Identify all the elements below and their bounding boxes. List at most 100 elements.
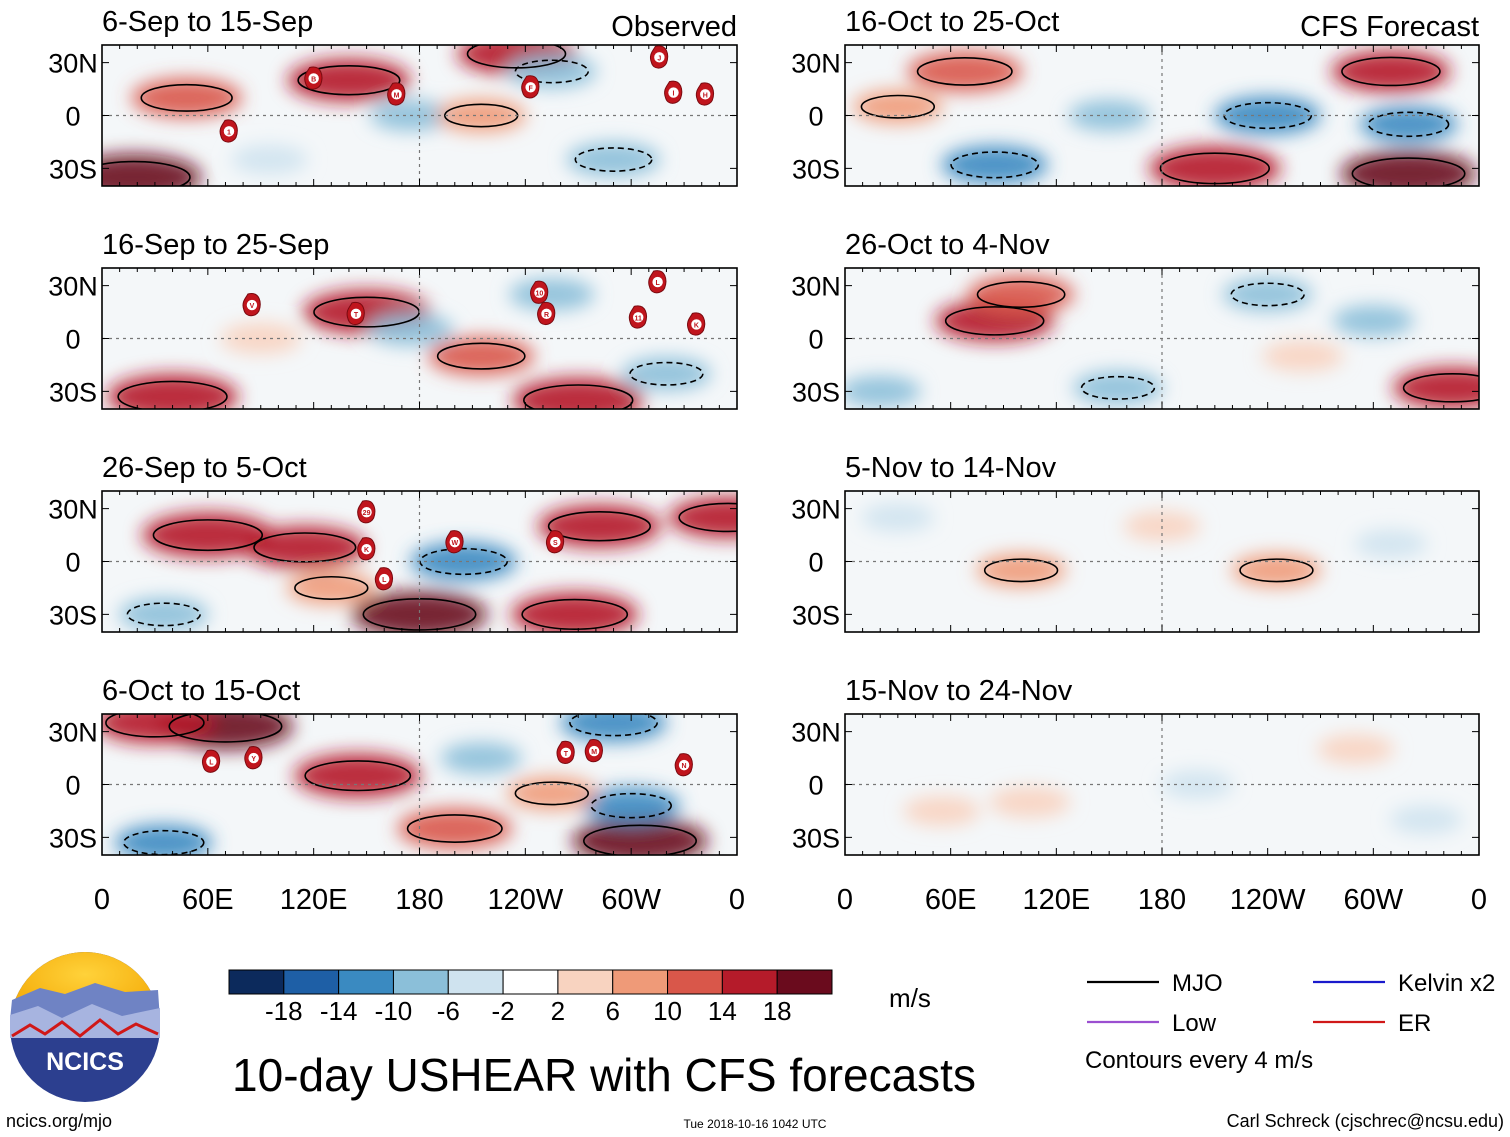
panel-title: 16-Oct to 25-Oct xyxy=(845,6,1059,38)
colorbar-swatch xyxy=(338,969,394,995)
storm-label: 29 xyxy=(363,510,371,517)
legend-label: ER xyxy=(1398,1010,1431,1037)
storm-eye xyxy=(379,573,390,585)
storm-label: K xyxy=(364,547,369,554)
panel-fc1: 30N 0 30S 16-Oct to 25-Oct CFS Forecast xyxy=(791,6,1480,187)
mjo-contour-positive xyxy=(253,532,357,563)
storm-marker[interactable]: 10 xyxy=(530,280,549,304)
x-tick-label: 0 xyxy=(94,884,110,916)
storm-marker[interactable]: R xyxy=(537,301,556,326)
storm-marker[interactable]: N xyxy=(674,753,693,777)
storm-eye xyxy=(449,536,460,548)
y-tick-label: 30N xyxy=(791,495,841,525)
panel-header-observed: Observed xyxy=(611,11,737,43)
storm-marker[interactable]: M xyxy=(584,739,603,763)
panel-obs1: 30N 0 30S 6-Sep to 15-Sep Observed B M 1 F J I H xyxy=(48,6,738,187)
y-tick-label: 30S xyxy=(792,377,840,407)
anomaly-cell xyxy=(506,54,597,89)
x-tick-label: 60E xyxy=(182,884,234,916)
x-tick-label: 120W xyxy=(487,884,563,916)
mjo-contour-positive xyxy=(514,781,589,806)
storm-marker[interactable]: F xyxy=(521,75,540,99)
storm-marker[interactable]: B xyxy=(304,66,323,90)
storm-marker[interactable]: L xyxy=(648,270,667,294)
storm-eye xyxy=(588,745,600,757)
anomaly-cell xyxy=(1222,277,1313,312)
mjo-contour-positive xyxy=(523,384,634,409)
mjo-contour-positive xyxy=(944,306,1045,336)
anomaly-cell xyxy=(1340,150,1477,186)
colorbar-swatch xyxy=(283,969,340,995)
storm-eye xyxy=(525,82,536,93)
storm-eye xyxy=(541,308,552,320)
panel-title: 6-Sep to 15-Sep xyxy=(102,6,313,38)
colorbar-swatch xyxy=(228,969,285,995)
y-tick-label: 30S xyxy=(49,600,97,630)
anomaly-cell xyxy=(861,503,935,532)
storm-marker[interactable]: V xyxy=(242,293,261,317)
storm-marker[interactable]: 11 xyxy=(628,305,647,329)
footer-url[interactable]: ncics.org/mjo xyxy=(6,1111,112,1131)
storm-marker[interactable]: L xyxy=(374,567,393,591)
colorbar-tick: -6 xyxy=(437,996,460,1026)
anomaly-cell xyxy=(1393,366,1479,409)
mjo-contour-negative xyxy=(126,602,201,627)
storm-marker[interactable]: S xyxy=(545,530,565,554)
storm-marker[interactable]: K xyxy=(687,312,706,336)
anomaly-cell xyxy=(118,597,209,632)
storm-label: L xyxy=(382,577,387,584)
panel-obs4: 30N 0 30S 6-Oct to 15-Oct L Y T M N xyxy=(48,675,738,856)
panel-title: 5-Nov to 14-Nov xyxy=(845,452,1057,484)
anomaly-cell xyxy=(509,278,595,311)
storm-marker[interactable]: 29 xyxy=(357,500,376,524)
storm-label: I xyxy=(673,91,675,98)
panel-fc4: 30N 0 30S 15-Nov to 24-Nov xyxy=(791,675,1480,856)
mjo-contour-positive xyxy=(860,94,936,119)
storm-marker[interactable]: H xyxy=(695,82,714,106)
colorbar-swatch xyxy=(612,969,669,995)
y-tick-label: 0 xyxy=(808,325,823,355)
y-tick-label: 30S xyxy=(792,154,840,184)
storm-marker[interactable]: W xyxy=(445,530,464,554)
storm-marker[interactable]: K xyxy=(357,537,376,561)
storm-label: B xyxy=(311,76,316,83)
colorbar-tick: -18 xyxy=(265,996,303,1026)
mjo-contour-negative xyxy=(629,361,704,386)
y-tick-label: 30S xyxy=(49,154,97,184)
mjo-contour-positive xyxy=(152,519,264,552)
panel-header-forecast: CFS Forecast xyxy=(1300,11,1479,43)
storm-marker[interactable]: T xyxy=(346,301,365,326)
panel-title: 26-Sep to 5-Oct xyxy=(102,452,307,484)
storm-marker[interactable]: M xyxy=(387,82,406,106)
mjo-contour-positive xyxy=(117,380,228,409)
mjo-contour-positive xyxy=(105,714,205,738)
y-tick-label: 30S xyxy=(792,823,840,853)
x-tick-label: 0 xyxy=(837,884,853,916)
storm-marker[interactable]: I xyxy=(664,80,683,104)
storm-label: W xyxy=(451,540,458,547)
anomaly-cell xyxy=(560,714,667,743)
colorbar-tick: 10 xyxy=(653,996,682,1026)
mjo-contour-positive xyxy=(983,558,1059,583)
mjo-contour-negative xyxy=(1080,375,1156,400)
storm-marker[interactable]: 1 xyxy=(219,119,238,143)
y-tick-label: 30S xyxy=(49,377,97,407)
y-tick-label: 30N xyxy=(48,272,98,302)
mjo-contour-negative xyxy=(590,792,672,819)
storm-marker[interactable]: L xyxy=(201,749,221,773)
storm-eye xyxy=(652,276,663,288)
storm-eye xyxy=(691,319,702,330)
x-tick-label: 0 xyxy=(729,884,745,916)
y-tick-label: 30N xyxy=(48,495,98,525)
storm-marker[interactable]: J xyxy=(649,45,669,69)
legend-label: Low xyxy=(1172,1010,1217,1037)
storm-marker[interactable]: Y xyxy=(244,746,263,770)
storm-eye xyxy=(206,756,217,767)
y-tick-label: 30N xyxy=(48,49,98,79)
storm-marker[interactable]: T xyxy=(556,740,575,765)
storm-label: J xyxy=(657,55,661,62)
anomaly-cell xyxy=(1068,99,1150,132)
mjo-contour-negative xyxy=(569,714,658,737)
anomaly-cell xyxy=(845,375,921,407)
